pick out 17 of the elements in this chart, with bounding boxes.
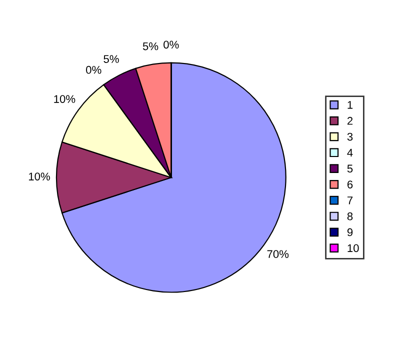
legend-label: 8 [347, 212, 353, 220]
data-label: 5% [142, 42, 158, 50]
text: 0% [164, 40, 179, 49]
legend-label: 2 [347, 116, 353, 125]
data-label: 70% [267, 250, 289, 258]
text: 0% [86, 66, 102, 74]
legend-label: 1 [348, 101, 353, 109]
legend-label: 9 [347, 228, 353, 236]
legend-label: 4 [347, 148, 353, 157]
data-label: 10% [54, 95, 76, 103]
data-label: 5% [104, 55, 119, 63]
legend-label: 10 [348, 244, 359, 252]
legend-label: 7 [347, 196, 353, 204]
legend-label: 3 [347, 132, 353, 141]
legend-label: 6 [347, 180, 353, 188]
legend-label: 5 [347, 164, 353, 173]
data-label: 10% [28, 172, 50, 180]
